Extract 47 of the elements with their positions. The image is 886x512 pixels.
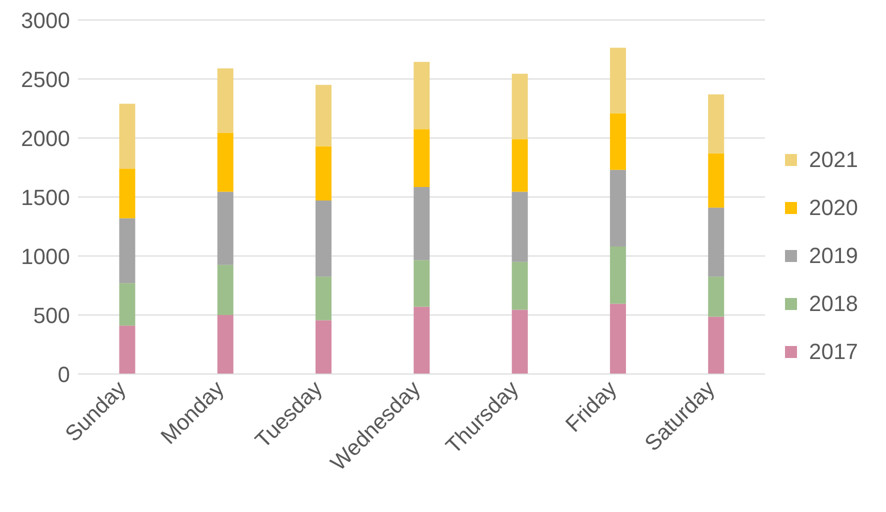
- bar: [217, 315, 234, 374]
- bar: [414, 62, 430, 130]
- bar: [316, 146, 332, 201]
- bar: [512, 139, 528, 192]
- bar: [414, 129, 430, 187]
- y-tick-label: 500: [33, 302, 70, 328]
- bar: [217, 132, 234, 192]
- bar: [119, 283, 136, 326]
- legend-label: 2019: [809, 243, 858, 269]
- bar: [119, 104, 136, 169]
- bar: [316, 84, 332, 146]
- bar: [414, 260, 430, 307]
- bar: [512, 262, 528, 310]
- y-tick-label: 1500: [21, 184, 70, 210]
- bar: [316, 200, 332, 277]
- bar: [610, 170, 626, 247]
- legend-label: 2020: [809, 195, 858, 221]
- y-tick-label: 3000: [21, 8, 70, 33]
- legend-label: 2021: [809, 147, 858, 173]
- y-tick-label: 1000: [21, 244, 70, 269]
- bar: [217, 192, 234, 265]
- bar: [414, 306, 430, 374]
- bar: [708, 316, 724, 374]
- bar: [119, 168, 136, 218]
- bar: [708, 153, 724, 208]
- bar: [316, 320, 332, 374]
- legend-label: 2018: [809, 291, 858, 317]
- bar: [610, 48, 626, 114]
- y-tick-label: 2500: [21, 66, 70, 92]
- bar: [610, 246, 626, 304]
- bar: [217, 68, 234, 133]
- y-tick-label: 0: [58, 362, 70, 387]
- bar: [316, 276, 332, 320]
- bar: [708, 208, 724, 277]
- bar: [512, 74, 528, 140]
- bar: [414, 186, 430, 260]
- legend-label: 2017: [809, 339, 858, 365]
- bar: [708, 276, 724, 317]
- y-tick-label: 2000: [21, 126, 70, 151]
- bar: [217, 264, 234, 315]
- bar: [512, 192, 528, 262]
- bar: [512, 310, 528, 374]
- bar: [119, 218, 136, 284]
- bar: [119, 326, 136, 374]
- bar: [610, 113, 626, 170]
- bar: [610, 304, 626, 374]
- bar: [708, 94, 724, 154]
